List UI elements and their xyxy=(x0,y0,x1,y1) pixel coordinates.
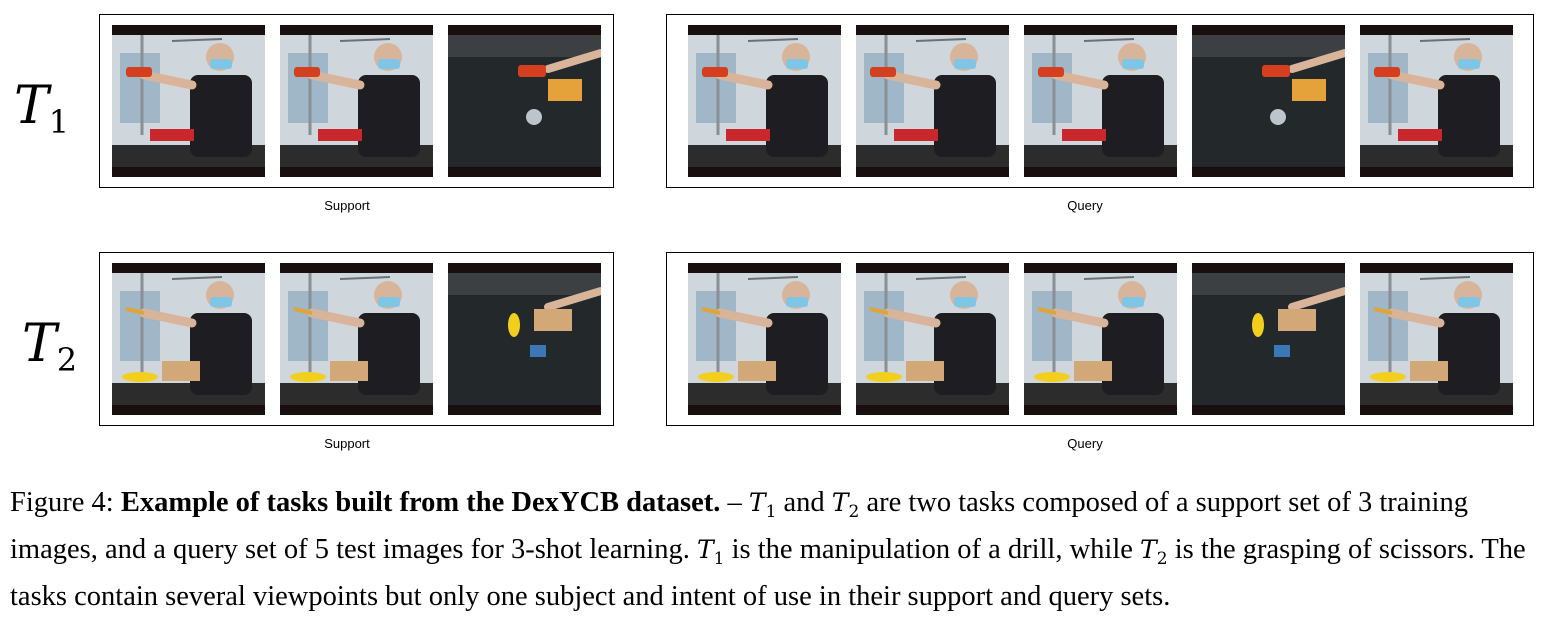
caption-t1-symbol: T1 xyxy=(748,488,777,522)
query-image-4 xyxy=(1191,263,1345,415)
support-caption-t2: Support xyxy=(324,436,370,451)
query-image-2 xyxy=(855,25,1009,177)
query-image-3 xyxy=(1023,25,1177,177)
caption-text-1: are two tasks composed of a support set … xyxy=(10,487,1468,565)
query-panel-t1 xyxy=(666,14,1534,188)
caption-t2-symbol: T2 xyxy=(831,488,860,522)
query-caption-t2: Query xyxy=(1067,436,1103,451)
query-image-2 xyxy=(855,263,1009,415)
query-panel-t2 xyxy=(666,252,1534,426)
caption-and: and xyxy=(776,487,832,518)
task-label-t2: T2 xyxy=(22,318,77,376)
figure-caption: Figure 4: Example of tasks built from th… xyxy=(10,487,1526,612)
caption-t1-symbol-2: T1 xyxy=(696,535,725,569)
query-image-5 xyxy=(1359,263,1513,415)
query-caption-t1: Query xyxy=(1067,198,1103,213)
query-image-3 xyxy=(1023,263,1177,415)
task-letter: T xyxy=(22,314,57,374)
support-image-1 xyxy=(112,25,265,177)
support-caption-t1: Support xyxy=(324,198,370,213)
query-image-1 xyxy=(687,263,841,415)
query-image-5 xyxy=(1359,25,1513,177)
support-image-2 xyxy=(280,263,433,415)
support-panel-t1 xyxy=(99,14,614,188)
caption-bold-title: Example of tasks built from the DexYCB d… xyxy=(120,487,721,518)
query-image-4 xyxy=(1191,25,1345,177)
support-image-3 xyxy=(448,263,601,415)
task-index: 1 xyxy=(48,103,70,141)
task-label-t1: T1 xyxy=(14,80,69,138)
query-image-1 xyxy=(687,25,841,177)
caption-t2-symbol-2: T2 xyxy=(1140,535,1168,569)
task-letter: T xyxy=(14,76,49,136)
task-index: 2 xyxy=(56,341,78,379)
support-image-1 xyxy=(112,263,265,415)
support-panel-t2 xyxy=(99,252,614,426)
caption-text-3: is the grasping of scissors. The tasks c… xyxy=(10,534,1526,612)
caption-prefix: Figure 4: xyxy=(10,487,121,518)
caption-text-2: is the manipulation of a drill, while xyxy=(724,534,1141,565)
support-image-2 xyxy=(280,25,433,177)
support-image-3 xyxy=(448,25,601,177)
